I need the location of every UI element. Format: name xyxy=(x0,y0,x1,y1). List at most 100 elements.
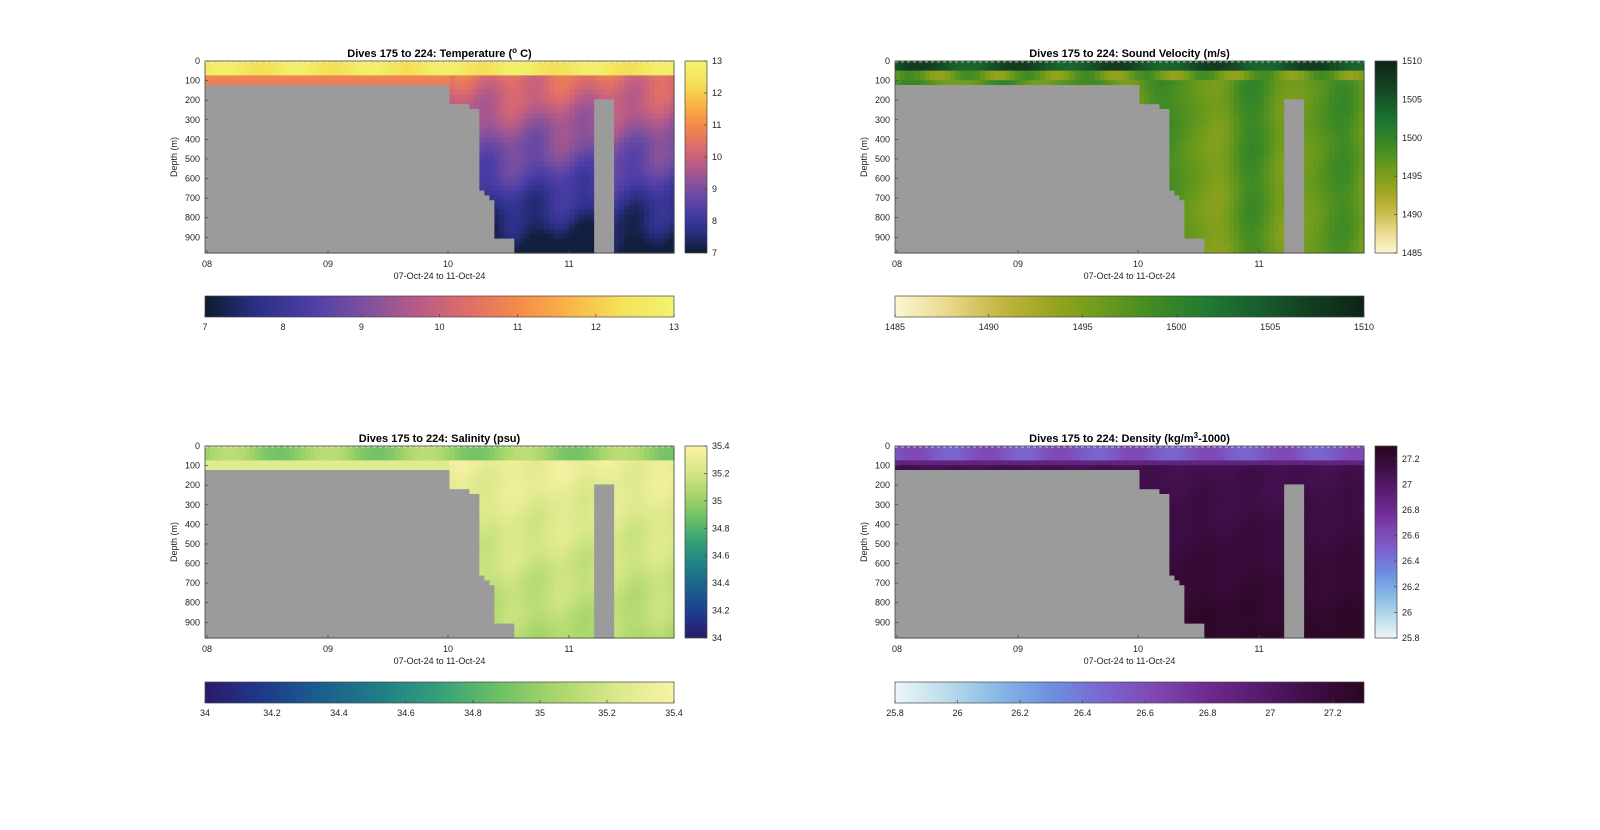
heatmap-cell xyxy=(909,113,916,120)
heatmap-cell xyxy=(214,195,221,201)
heatmap-cell xyxy=(989,70,996,76)
heatmap-cell xyxy=(329,200,336,206)
heatmap-cell xyxy=(205,224,211,230)
heatmap-cell xyxy=(289,205,296,211)
heatmap-cell xyxy=(399,109,406,115)
heatmap-cell xyxy=(284,238,291,244)
heatmap-cell xyxy=(569,209,575,216)
heatmap-cell xyxy=(274,113,281,120)
heatmap-cell xyxy=(614,166,620,172)
heatmap-cell xyxy=(584,243,590,249)
heatmap-cell xyxy=(205,219,211,225)
heatmap-cell xyxy=(624,166,630,172)
heatmap-cell xyxy=(614,128,620,134)
heatmap-cell xyxy=(599,171,605,177)
heatmap-cell xyxy=(439,85,446,91)
heatmap-cell xyxy=(434,161,441,168)
heatmap-cell xyxy=(1039,85,1046,91)
heatmap-cell xyxy=(469,195,476,201)
heatmap-cell xyxy=(259,219,266,225)
heatmap-cell xyxy=(259,99,266,105)
heatmap-cell xyxy=(234,80,241,86)
heatmap-cell xyxy=(949,181,956,187)
heatmap-cell xyxy=(249,85,256,91)
heatmap-cell xyxy=(354,243,361,249)
heatmap-cell xyxy=(514,219,520,225)
heatmap-cell xyxy=(574,176,580,182)
heatmap-cell xyxy=(534,157,540,163)
heatmap-cell xyxy=(619,248,625,254)
heatmap-cell xyxy=(419,195,426,201)
heatmap-cell xyxy=(284,118,291,124)
heatmap-cell xyxy=(1004,209,1011,216)
heatmap-cell xyxy=(1009,238,1016,244)
heatmap-cell xyxy=(649,233,655,240)
heatmap-cell xyxy=(1009,190,1016,196)
heatmap-cell xyxy=(984,80,991,86)
heatmap-cell xyxy=(654,147,660,153)
heatmap-cell xyxy=(584,123,590,129)
heatmap-cell xyxy=(329,152,336,158)
heatmap-cell xyxy=(249,190,256,196)
heatmap-cell xyxy=(319,61,326,67)
heatmap-cell xyxy=(229,171,236,177)
heatmap-cell xyxy=(579,243,585,249)
heatmap-cell xyxy=(559,65,565,72)
heatmap-cell xyxy=(1014,190,1021,196)
heatmap-cell xyxy=(454,248,461,254)
heatmap-cell xyxy=(459,229,466,235)
heatmap-cell xyxy=(209,104,216,110)
heatmap-cell xyxy=(904,142,911,148)
heatmap-cell xyxy=(909,190,916,196)
colorbar-tick-label: 11 xyxy=(712,120,721,130)
heatmap-cell xyxy=(244,147,251,153)
heatmap-cell xyxy=(589,224,595,230)
heatmap-cell xyxy=(939,176,946,182)
heatmap-cell xyxy=(414,104,421,110)
heatmap-cell xyxy=(954,233,961,240)
heatmap-cell xyxy=(374,61,381,67)
heatmap-cell xyxy=(644,238,650,244)
heatmap-cell xyxy=(984,161,991,168)
heatmap-cell xyxy=(539,243,545,249)
heatmap-cell xyxy=(269,61,276,67)
heatmap-cell xyxy=(214,224,221,230)
heatmap-cell xyxy=(349,195,356,201)
heatmap-cell xyxy=(514,137,520,144)
heatmap-cell xyxy=(479,185,485,192)
heatmap-cell xyxy=(944,104,951,110)
heatmap-cell xyxy=(619,190,625,196)
heatmap-cell xyxy=(549,157,555,163)
heatmap-cell xyxy=(1014,233,1021,240)
heatmap-cell xyxy=(559,70,565,76)
heatmap-cell xyxy=(319,65,326,72)
heatmap-cell xyxy=(919,80,926,86)
heatmap-cell xyxy=(359,99,366,105)
heatmap-cell xyxy=(329,176,336,182)
heatmap-cell xyxy=(274,219,281,225)
heatmap-cell xyxy=(604,70,610,76)
heatmap-cell xyxy=(409,157,416,163)
heatmap-cell xyxy=(604,195,610,201)
heatmap-cell xyxy=(264,224,271,230)
heatmap-cell xyxy=(1004,190,1011,196)
heatmap-cell xyxy=(354,185,361,192)
heatmap-cell xyxy=(259,123,266,129)
heatmap-cell xyxy=(249,195,256,201)
heatmap-cell xyxy=(394,209,401,216)
heatmap-cell xyxy=(994,166,1001,172)
heatmap-cell xyxy=(404,171,411,177)
heatmap-cell xyxy=(304,238,311,244)
heatmap-cell xyxy=(994,109,1001,115)
heatmap-cell xyxy=(269,85,276,91)
heatmap-cell xyxy=(579,123,585,129)
heatmap-cell xyxy=(519,142,525,148)
heatmap-cell xyxy=(914,123,921,129)
heatmap-cell xyxy=(239,185,246,192)
heatmap-cell xyxy=(484,152,490,158)
heatmap-cell xyxy=(569,89,575,96)
heatmap-cell xyxy=(999,243,1006,249)
heatmap-cell xyxy=(404,94,411,100)
heatmap-cell xyxy=(669,243,675,249)
heatmap-cell xyxy=(899,166,906,172)
